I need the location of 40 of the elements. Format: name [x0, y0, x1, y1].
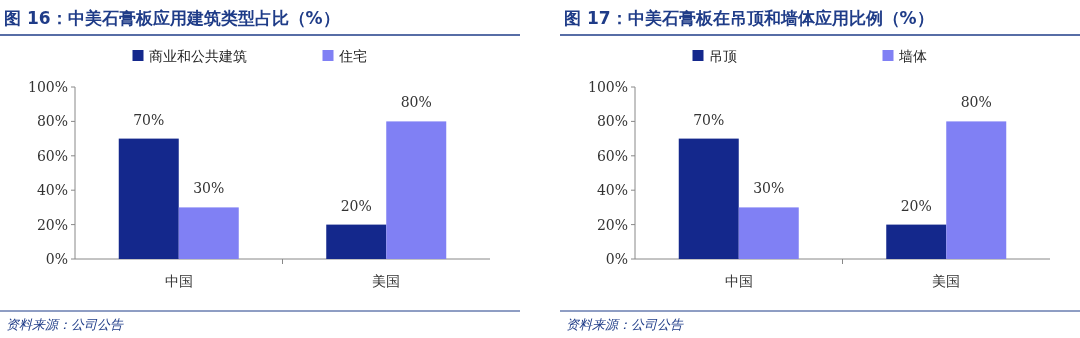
- data-label: 70%: [133, 111, 165, 128]
- data-label: 80%: [960, 94, 992, 111]
- y-tick-label: 60%: [36, 147, 68, 164]
- y-tick-label: 40%: [36, 182, 68, 199]
- legend-label: 商业和公共建筑: [148, 48, 247, 64]
- y-tick-label: 100%: [587, 79, 628, 95]
- bar: [118, 138, 179, 259]
- bar: [678, 138, 739, 259]
- y-tick-label: 20%: [596, 216, 628, 233]
- y-tick-label: 40%: [596, 182, 628, 199]
- text: 资料来源：公司公告: [566, 317, 684, 332]
- bar: [886, 224, 947, 259]
- legend-label: 墙体: [897, 48, 927, 64]
- x-tick-label: 中国: [164, 273, 193, 289]
- y-tick-label: 100%: [27, 79, 68, 95]
- y-tick-label: 60%: [596, 147, 628, 164]
- data-label: 80%: [400, 94, 432, 111]
- data-label: 30%: [753, 180, 785, 197]
- bar: [738, 207, 799, 259]
- chart-title: 图 16：中美石膏板应用建筑类型占比（%）: [4, 8, 340, 28]
- x-tick-label: 中国: [724, 273, 753, 289]
- bar: [178, 207, 239, 259]
- legend-label: 吊顶: [708, 48, 737, 64]
- text: 资料来源：公司公告: [6, 317, 124, 332]
- bar: [326, 224, 387, 259]
- data-label: 20%: [340, 197, 372, 214]
- y-tick-label: 80%: [596, 113, 628, 130]
- bar: [946, 121, 1007, 259]
- legend-label: 住宅: [337, 48, 367, 64]
- chart-title: 图 17：中美石膏板在吊顶和墙体应用比例（%）: [564, 8, 934, 28]
- x-tick-label: 美国: [372, 273, 401, 289]
- data-label: 30%: [193, 180, 225, 197]
- y-tick-label: 0%: [605, 251, 628, 267]
- y-tick-label: 20%: [36, 216, 68, 233]
- bar: [386, 121, 447, 259]
- data-label: 70%: [693, 111, 725, 128]
- y-tick-label: 0%: [45, 251, 68, 267]
- x-tick-label: 美国: [932, 273, 961, 289]
- data-label: 20%: [900, 197, 932, 214]
- y-tick-label: 80%: [36, 113, 68, 130]
